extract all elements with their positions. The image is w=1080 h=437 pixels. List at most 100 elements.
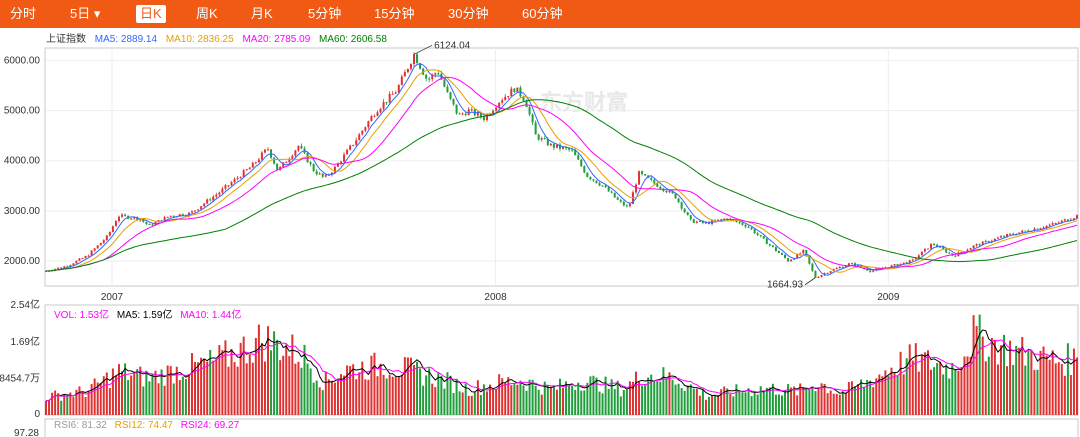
tab-6[interactable]: 15分钟 — [374, 6, 415, 21]
volume-bar — [853, 386, 856, 415]
volume-bar — [622, 389, 625, 415]
volume-bar — [957, 370, 960, 415]
volume-bar — [294, 363, 297, 415]
candle-body — [382, 102, 385, 109]
tab-1[interactable]: 5日 ▾ — [70, 6, 101, 21]
volume-bar — [1069, 375, 1072, 415]
volume-bar — [887, 375, 890, 415]
candle-body — [81, 258, 84, 260]
candle-body — [151, 224, 154, 226]
volume-bar — [981, 336, 984, 415]
candle-body — [774, 247, 777, 251]
volume-bar — [102, 376, 105, 415]
volume-bar — [260, 342, 263, 415]
candle-body — [589, 177, 592, 180]
candle-body — [659, 186, 662, 189]
tab-0[interactable]: 分时 — [10, 6, 37, 21]
candle-body — [412, 54, 415, 65]
tab-2[interactable]: 日K — [136, 5, 166, 23]
volume-bar — [440, 375, 443, 415]
tab-8[interactable]: 60分钟 — [522, 6, 563, 21]
volume-bar — [1042, 346, 1045, 415]
annotation-pointer — [804, 277, 816, 286]
volume-bar — [644, 384, 647, 415]
volume-bar — [960, 367, 963, 415]
volume-bar — [187, 374, 190, 415]
candle-body — [492, 110, 495, 115]
volume-bar — [300, 367, 303, 415]
candle-body — [1048, 224, 1051, 226]
candle-body — [1012, 233, 1015, 235]
tab-3[interactable]: 周K — [196, 6, 218, 21]
volume-bar — [975, 326, 978, 415]
volume-bar — [568, 385, 571, 415]
volume-bar — [638, 381, 641, 415]
main-y-tick: 2000.00 — [4, 256, 41, 267]
volume-bar — [221, 350, 224, 415]
volume-bar — [738, 391, 741, 415]
candle-body — [960, 252, 963, 254]
annotation-label: 1664.93 — [767, 280, 804, 291]
volume-bar — [759, 386, 762, 415]
candle-body — [601, 185, 604, 187]
volume-bar — [926, 350, 929, 415]
volume-bar — [604, 376, 607, 415]
candle-body — [902, 262, 905, 264]
volume-bar — [875, 378, 878, 415]
volume-bar — [297, 361, 300, 415]
volume-bar — [66, 395, 69, 415]
candle-body — [720, 219, 723, 221]
volume-bar — [312, 382, 315, 415]
volume-bar — [458, 391, 461, 415]
candle-body — [787, 258, 790, 262]
volume-bar — [406, 357, 409, 415]
candle-body — [379, 108, 382, 113]
volume-bar — [872, 387, 875, 415]
candle-body — [367, 121, 370, 128]
volume-bar — [455, 378, 458, 415]
volume-bar — [662, 367, 665, 415]
tab-7[interactable]: 30分钟 — [448, 6, 489, 21]
volume-bar — [114, 375, 117, 415]
volume-ma-line — [45, 339, 1078, 402]
tab-4[interactable]: 月K — [251, 6, 273, 21]
annotation-label: 6124.04 — [434, 40, 471, 51]
volume-bar — [385, 378, 388, 415]
volume-bar — [57, 393, 60, 415]
volume-bar — [671, 379, 674, 415]
volume-legend-ma10: MA10: 1.44亿 — [180, 308, 241, 321]
candle-body — [75, 260, 78, 264]
volume-bar — [826, 393, 829, 415]
volume-bar — [595, 377, 598, 415]
volume-bar — [987, 356, 990, 415]
volume-bar — [248, 354, 251, 415]
candle-body — [416, 54, 419, 64]
volume-bar — [346, 365, 349, 415]
volume-bar — [1006, 366, 1009, 415]
tab-5[interactable]: 5分钟 — [308, 6, 342, 21]
volume-bar — [1063, 375, 1066, 415]
volume-y-tick: 0 — [34, 409, 40, 420]
volume-bar — [793, 386, 796, 415]
candle-body — [936, 244, 939, 247]
volume-bar — [163, 385, 166, 415]
ma-line-ma20 — [45, 76, 1078, 272]
candle-body — [394, 92, 397, 94]
volume-bar — [78, 386, 81, 415]
candle-body — [1066, 219, 1069, 221]
volume-bar — [425, 375, 428, 415]
volume-bar — [218, 345, 221, 415]
candle-body — [552, 143, 555, 148]
volume-bar — [127, 380, 130, 415]
candle-body — [495, 107, 498, 111]
candle-body — [945, 249, 948, 253]
volume-bar — [276, 339, 279, 415]
candle-body — [948, 252, 951, 254]
candle-body — [598, 183, 601, 186]
volume-bar — [212, 360, 215, 415]
candle-body — [717, 219, 720, 221]
candle-body — [571, 149, 574, 151]
candle-body — [114, 221, 117, 227]
main-x-tick: 2008 — [484, 292, 507, 303]
main-y-tick: 6000.00 — [4, 56, 41, 67]
